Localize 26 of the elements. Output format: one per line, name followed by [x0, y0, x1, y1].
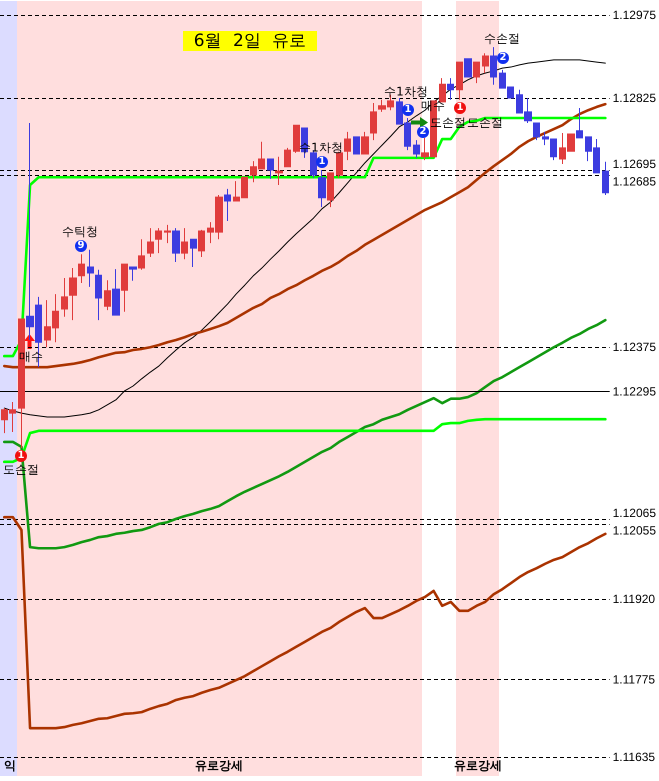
annotation: 1	[316, 156, 328, 168]
y-tick-label: 1.12685	[612, 174, 656, 189]
y-tick-label: 1.11920	[612, 592, 656, 606]
annotation: 1	[15, 450, 27, 462]
annotation: 도손절	[467, 116, 503, 130]
annotation: 9	[75, 240, 87, 252]
annotation: 수손절	[484, 32, 520, 46]
y-tick-label: 1.11635	[612, 750, 656, 764]
y-tick-label: 1.12065	[612, 506, 656, 520]
annotation: 2	[497, 52, 509, 64]
y-tick-label: 1.12825	[612, 91, 656, 106]
y-tick-label: 1.12695	[612, 157, 656, 172]
annotation: 2	[417, 126, 429, 138]
text: 익	[4, 758, 16, 772]
y-tick-label: 1.11775	[612, 672, 656, 686]
text: 유로강세	[454, 758, 502, 772]
annotation: 1	[402, 104, 414, 116]
y-tick-label: 1.12975	[612, 8, 656, 22]
annotation: 1	[454, 102, 466, 114]
y-tick-label: 1.12055	[612, 523, 656, 538]
y-tick-label: 1.12375	[612, 340, 656, 354]
annotation: 수1차청	[384, 84, 428, 98]
annotation: 수틱청	[62, 224, 98, 238]
text: 6월 2일 유로	[183, 31, 317, 51]
text: 유로강세	[195, 758, 243, 772]
y-tick-label: 1.12295	[612, 384, 656, 399]
